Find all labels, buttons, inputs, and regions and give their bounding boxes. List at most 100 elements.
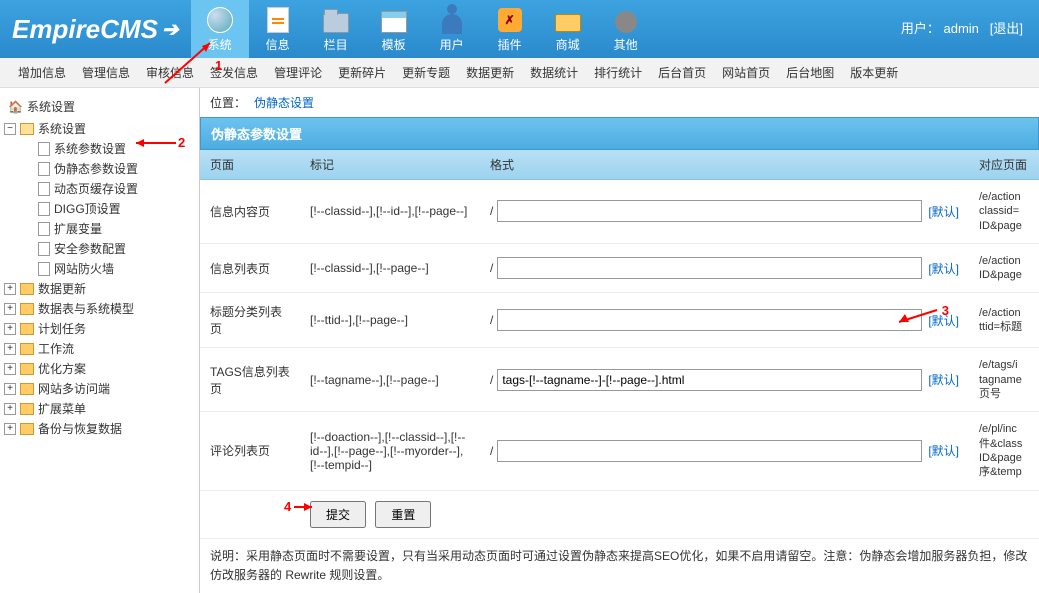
table-row: TAGS信息列表页[!--tagname--],[!--page--] / [默认]… bbox=[200, 348, 1039, 412]
format-input-0[interactable] bbox=[497, 200, 922, 222]
cell-corr: /e/action ttid=标题 bbox=[969, 293, 1039, 348]
main-nav-其他[interactable]: 其他 bbox=[597, 0, 655, 58]
main-nav-信息[interactable]: 信息 bbox=[249, 0, 307, 58]
cell-page: 评论列表页 bbox=[200, 412, 300, 490]
folder-icon bbox=[20, 383, 34, 395]
tree-leaf-label: 扩展变量 bbox=[54, 219, 102, 239]
tree-leaf-系统参数设置[interactable]: 系统参数设置 bbox=[22, 139, 195, 159]
tree-node-label: 数据表与系统模型 bbox=[38, 299, 134, 319]
file-icon bbox=[38, 202, 50, 216]
form-table: 页面 标记 格式 对应页面 信息内容页[!--classid--],[!--id… bbox=[200, 150, 1039, 491]
folder-icon bbox=[20, 283, 34, 295]
file-icon bbox=[38, 142, 50, 156]
tree-leaf-label: 动态页缓存设置 bbox=[54, 179, 138, 199]
default-link[interactable]: [默认] bbox=[928, 260, 959, 277]
folder-icon bbox=[20, 343, 34, 355]
tree-node-扩展菜单[interactable]: +扩展菜单 bbox=[4, 399, 195, 419]
subnav-更新碎片[interactable]: 更新碎片 bbox=[330, 58, 394, 88]
format-input-3[interactable] bbox=[497, 369, 922, 391]
tree: 🏠 系统设置 − 系统设置 系统参数设置伪静态参数设置动态页缓存设置DIGG顶设… bbox=[4, 94, 195, 439]
main-nav-模板[interactable]: 模板 bbox=[365, 0, 423, 58]
main-nav-用户[interactable]: 用户 bbox=[423, 0, 481, 58]
tree-node-数据更新[interactable]: +数据更新 bbox=[4, 279, 195, 299]
expand-icon: + bbox=[4, 423, 16, 435]
tree-leaf-label: 网站防火墙 bbox=[54, 259, 114, 279]
subnav-后台首页[interactable]: 后台首页 bbox=[650, 58, 714, 88]
subnav-审核信息[interactable]: 审核信息 bbox=[138, 58, 202, 88]
folder-icon bbox=[20, 363, 34, 375]
tree-leaf-DIGG顶设置[interactable]: DIGG顶设置 bbox=[22, 199, 195, 219]
cell-page: 信息内容页 bbox=[200, 180, 300, 244]
tree-leaf-网站防火墙[interactable]: 网站防火墙 bbox=[22, 259, 195, 279]
breadcrumb-link[interactable]: 伪静态设置 bbox=[254, 94, 314, 111]
subnav-数据统计[interactable]: 数据统计 bbox=[522, 58, 586, 88]
default-link[interactable]: [默认] bbox=[928, 203, 959, 220]
tree-node-工作流[interactable]: +工作流 bbox=[4, 339, 195, 359]
subnav-签发信息[interactable]: 签发信息 bbox=[202, 58, 266, 88]
logo: EmpireCMS➔ bbox=[0, 14, 191, 45]
format-input-4[interactable] bbox=[497, 440, 922, 462]
default-link[interactable]: [默认] bbox=[928, 312, 959, 329]
tree-leaf-label: DIGG顶设置 bbox=[54, 199, 121, 219]
tree-leaf-动态页缓存设置[interactable]: 动态页缓存设置 bbox=[22, 179, 195, 199]
subnav-数据更新[interactable]: 数据更新 bbox=[458, 58, 522, 88]
header: EmpireCMS➔ 系统信息栏目模板用户✗插件商城其他 用户： admin [… bbox=[0, 0, 1039, 58]
file-icon bbox=[38, 262, 50, 276]
subnav-更新专题[interactable]: 更新专题 bbox=[394, 58, 458, 88]
tree-leaf-扩展变量[interactable]: 扩展变量 bbox=[22, 219, 195, 239]
slash-prefix: / bbox=[490, 444, 493, 458]
user-info: 用户： admin [退出] bbox=[901, 18, 1023, 37]
expand-icon: + bbox=[4, 343, 16, 355]
cell-page: TAGS信息列表页 bbox=[200, 348, 300, 412]
submit-button[interactable]: 提交 bbox=[310, 501, 366, 528]
expand-icon: + bbox=[4, 383, 16, 395]
user-label: 用户： bbox=[901, 21, 940, 36]
main-nav-label: 插件 bbox=[498, 36, 522, 53]
tree-node-settings[interactable]: − 系统设置 bbox=[4, 119, 195, 139]
default-link[interactable]: [默认] bbox=[928, 442, 959, 459]
format-input-2[interactable] bbox=[497, 309, 922, 331]
tree-node-网站多访问端[interactable]: +网站多访问端 bbox=[4, 379, 195, 399]
default-link[interactable]: [默认] bbox=[928, 371, 959, 388]
tree-root-label: 系统设置 bbox=[27, 98, 75, 115]
subnav-管理信息[interactable]: 管理信息 bbox=[74, 58, 138, 88]
main-nav-label: 商城 bbox=[556, 36, 580, 53]
folder-icon bbox=[322, 6, 350, 34]
main-nav-插件[interactable]: ✗插件 bbox=[481, 0, 539, 58]
cell-format: / [默认] bbox=[480, 348, 969, 412]
tree-node-备份与恢复数据[interactable]: +备份与恢复数据 bbox=[4, 419, 195, 439]
subnav-排行统计[interactable]: 排行统计 bbox=[586, 58, 650, 88]
tree-node-计划任务[interactable]: +计划任务 bbox=[4, 319, 195, 339]
logout-link[interactable]: [退出] bbox=[990, 21, 1023, 36]
subnav-版本更新[interactable]: 版本更新 bbox=[842, 58, 906, 88]
folder-icon bbox=[20, 403, 34, 415]
reset-button[interactable]: 重置 bbox=[375, 501, 431, 528]
folder-icon bbox=[20, 123, 34, 135]
slash-prefix: / bbox=[490, 313, 493, 327]
subnav-后台地图[interactable]: 后台地图 bbox=[778, 58, 842, 88]
main-nav-系统[interactable]: 系统 bbox=[191, 0, 249, 58]
folder-icon bbox=[20, 423, 34, 435]
main-nav-label: 栏目 bbox=[324, 36, 348, 53]
slash-prefix: / bbox=[490, 373, 493, 387]
tree-node-label: 计划任务 bbox=[38, 319, 86, 339]
cell-mark: [!--doaction--],[!--classid--],[!--id--]… bbox=[300, 412, 480, 490]
tree-node-数据表与系统模型[interactable]: +数据表与系统模型 bbox=[4, 299, 195, 319]
tree-leaf-安全参数配置[interactable]: 安全参数配置 bbox=[22, 239, 195, 259]
main-nav-栏目[interactable]: 栏目 bbox=[307, 0, 365, 58]
subnav-网站首页[interactable]: 网站首页 bbox=[714, 58, 778, 88]
tree-leaf-伪静态参数设置[interactable]: 伪静态参数设置 bbox=[22, 159, 195, 179]
panel-title: 伪静态参数设置 bbox=[200, 117, 1039, 150]
subnav-增加信息[interactable]: 增加信息 bbox=[10, 58, 74, 88]
cell-mark: [!--tagname--],[!--page--] bbox=[300, 348, 480, 412]
cell-page: 信息列表页 bbox=[200, 243, 300, 293]
tree-node-优化方案[interactable]: +优化方案 bbox=[4, 359, 195, 379]
subnav-管理评论[interactable]: 管理评论 bbox=[266, 58, 330, 88]
home-icon: 🏠 bbox=[8, 100, 23, 114]
format-input-1[interactable] bbox=[497, 257, 922, 279]
file-icon bbox=[38, 242, 50, 256]
main-nav-商城[interactable]: 商城 bbox=[539, 0, 597, 58]
breadcrumb: 位置： 伪静态设置 bbox=[200, 88, 1039, 117]
main-nav: 系统信息栏目模板用户✗插件商城其他 bbox=[191, 0, 655, 58]
cell-corr: /e/tags/i tagname 页号 bbox=[969, 348, 1039, 412]
